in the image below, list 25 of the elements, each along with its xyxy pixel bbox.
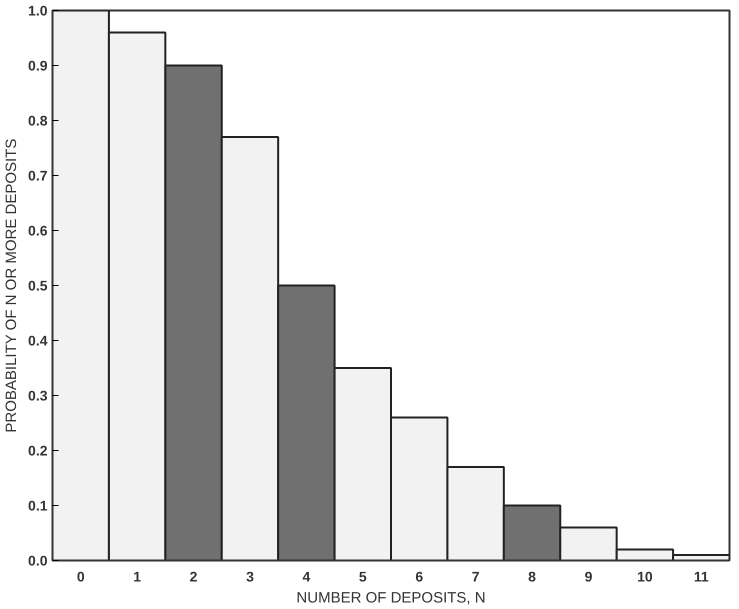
y-tick-label: 0.8 <box>28 112 48 128</box>
y-tick-label: 0.1 <box>28 498 48 514</box>
y-tick-label: 0.9 <box>28 58 48 74</box>
x-tick-label: 11 <box>694 568 709 584</box>
x-tick-label: 10 <box>637 568 653 584</box>
y-tick-label: 1.0 <box>28 2 48 18</box>
x-tick-label: 9 <box>584 568 593 584</box>
y-tick-label: 0.5 <box>28 278 48 294</box>
y-tick-label: 0.3 <box>28 388 48 404</box>
x-tick-label: 7 <box>472 568 480 584</box>
y-tick-label: 0.2 <box>28 442 48 458</box>
x-tick-label: 3 <box>246 568 254 584</box>
x-tick-label: 6 <box>415 568 424 584</box>
x-tick-label: 4 <box>302 568 310 584</box>
x-tick-label: 0 <box>76 568 85 584</box>
y-axis-title: PROBABILITY OF N OR MORE DEPOSITS <box>3 138 20 433</box>
y-tick-label: 0.0 <box>28 552 48 568</box>
x-tick-label: 8 <box>528 568 536 584</box>
y-tick-label: 0.7 <box>28 168 48 184</box>
y-tick-label: 0.6 <box>28 222 48 238</box>
y-tick-label: 0.4 <box>28 332 48 348</box>
x-tick-label: 5 <box>358 568 367 584</box>
x-tick-label: 1 <box>133 568 142 584</box>
x-axis-title: NUMBER OF DEPOSITS, N <box>296 590 486 606</box>
x-tick-label: 2 <box>190 568 198 584</box>
